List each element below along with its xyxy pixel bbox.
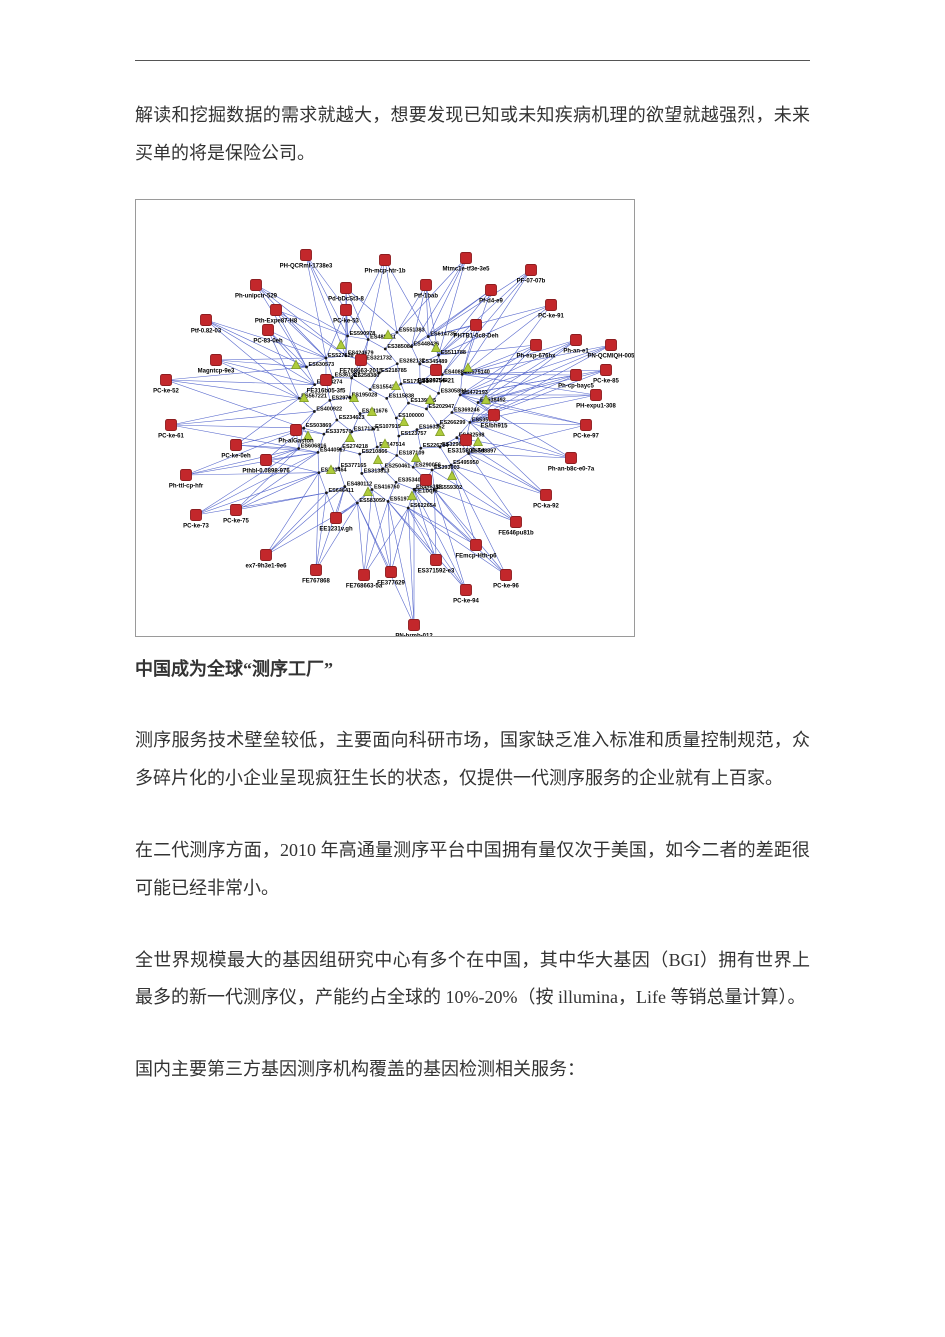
svg-text:PC-ke-97: PC-ke-97 [573,433,599,439]
svg-text:EE1231v.gh: EE1231v.gh [319,526,353,532]
svg-text:FE1bql3: FE1bql3 [414,488,438,494]
svg-text:ES274218: ES274218 [342,444,368,450]
svg-text:ES400922: ES400922 [316,406,342,412]
svg-text:ES559302: ES559302 [436,484,462,490]
network-svg: ES100000ES107919ES115838ES123757ES131676… [136,200,634,636]
svg-text:Ptf-0.82-03: Ptf-0.82-03 [191,328,222,334]
svg-text:PH-expu1-308: PH-expu1-308 [576,403,616,409]
paragraph-2: 在二代测序方面，2010 年高通量测序平台中国拥有量仅次于美国，如今二者的差距很… [135,832,810,908]
paragraph-1: 测序服务技术壁垒较低，主要面向科研市场，国家缺乏准入标准和质量控制规范，众多碎片… [135,722,810,798]
svg-text:ES511788: ES511788 [441,350,466,356]
top-divider [135,60,810,61]
svg-text:ES187109: ES187109 [399,450,425,456]
section-heading: 中国成为全球“测序工厂” [135,651,810,689]
svg-text:ES202947: ES202947 [428,403,454,409]
svg-text:Ph-alGaston: Ph-alGaston [278,438,314,444]
svg-text:PC-ke-0eh: PC-ke-0eh [221,453,251,459]
svg-text:FE377629: FE377629 [377,580,405,586]
svg-text:Ph-an-e1: Ph-an-e1 [563,348,589,354]
svg-text:ES551383: ES551383 [399,327,425,333]
svg-text:Ph-mcp-htr-1b: Ph-mcp-htr-1b [365,268,406,274]
svg-text:Magntcp-9e3: Magntcp-9e3 [198,368,235,374]
svg-text:Ph-cp-bayc5: Ph-cp-bayc5 [558,383,594,389]
svg-text:PC-83-0eh: PC-83-0eh [253,338,283,344]
svg-text:ES266299: ES266299 [440,420,466,426]
svg-text:PC-ka-92: PC-ka-92 [533,503,559,509]
svg-text:PF-07-07b: PF-07-07b [517,278,546,284]
paragraph-4: 国内主要第三方基因测序机构覆盖的基因检测相关服务： [135,1051,810,1089]
svg-text:ES480112: ES480112 [347,481,372,487]
svg-text:PN-QCMIQH-005: PN-QCMIQH-005 [587,353,634,359]
svg-text:PC-ke-94: PC-ke-94 [453,598,479,604]
svg-text:ES315806-7d: ES315806-7d [447,448,484,454]
document-page: 解读和挖掘数据的需求就越大，想要发现已知或未知疾病机理的欲望就越强烈，未来买单的… [0,0,945,1337]
svg-text:Ph-ttl-cp-hfr: Ph-ttl-cp-hfr [169,483,204,489]
network-diagram: ES100000ES107919ES115838ES123757ES131676… [135,199,635,637]
svg-text:ES630573: ES630573 [309,362,335,368]
svg-text:ES646411: ES646411 [328,487,353,493]
svg-text:Mtmc1e-tf3e-3e5: Mtmc1e-tf3e-3e5 [442,266,490,272]
svg-text:FE646pu81b: FE646pu81b [498,530,534,536]
svg-text:ES337570: ES337570 [326,429,352,435]
svg-text:ES495950: ES495950 [453,460,479,466]
svg-text:ES218785: ES218785 [381,368,407,374]
svg-text:PHTB1-0c8-Deh: PHTB1-0c8-Deh [453,333,498,339]
svg-text:ES527626: ES527626 [328,353,354,359]
svg-text:Pth-Expe87-H8: Pth-Expe87-H8 [255,318,298,324]
svg-text:ES100000: ES100000 [398,413,424,419]
svg-text:ES622654: ES622654 [410,503,437,509]
svg-text:FE316b05-3f5: FE316b05-3f5 [307,388,346,394]
svg-text:PC-ke-52: PC-ke-52 [153,388,179,394]
svg-text:ES371592-e3: ES371592-e3 [418,568,455,574]
svg-text:PC-ke-96: PC-ke-96 [493,583,519,589]
svg-text:Ptf-1bab: Ptf-1bab [414,293,438,299]
svg-text:ES472193: ES472193 [462,389,488,395]
svg-text:ES590978: ES590978 [350,331,376,337]
svg-text:ES/bh915: ES/bh915 [480,423,508,429]
svg-text:Pthbl-0.0898-976: Pthbl-0.0898-976 [242,468,290,474]
svg-text:Ph-exp-676hx: Ph-exp-676hx [516,353,556,359]
svg-text:Pd-bDcSt3-8: Pd-bDcSt3-8 [328,296,364,302]
svg-text:ES583059: ES583059 [359,498,385,504]
svg-text:ES234623: ES234623 [339,415,365,421]
svg-text:ES416760: ES416760 [374,484,400,490]
svg-text:ES353408: ES353408 [398,477,424,483]
svg-text:ES189759-21: ES189759-21 [418,378,455,384]
svg-text:ES313813: ES313813 [364,468,390,474]
svg-text:Ph-unipctr-529: Ph-unipctr-529 [235,293,278,299]
svg-text:FEmcp-Hth-p6: FEmcp-Hth-p6 [456,553,498,559]
svg-text:PC-ke-73: PC-ke-73 [183,523,209,529]
svg-text:ex7-9h3e1-9e6: ex7-9h3e1-9e6 [245,563,287,569]
svg-text:Ph-an-b8c-e0-7a: Ph-an-b8c-e0-7a [548,466,595,472]
svg-text:PH-QCRml-1738e3: PH-QCRml-1738e3 [280,263,333,269]
svg-text:FE767868: FE767868 [302,578,330,584]
paragraph-3: 全世界规模最大的基因组研究中心有多个在中国，其中华大基因（BGI）拥有世界上最多… [135,942,810,1018]
svg-text:ES503869: ES503869 [306,423,332,429]
svg-text:PC-ke-61: PC-ke-61 [158,433,184,439]
svg-text:ES385084: ES385084 [387,344,414,350]
svg-text:PC-ke-85: PC-ke-85 [593,378,619,384]
svg-text:PC-ke-53: PC-ke-53 [333,318,359,324]
svg-text:PC-ke-75: PC-ke-75 [223,518,249,524]
svg-text:PC-ke-91: PC-ke-91 [538,313,564,319]
intro-paragraph: 解读和挖掘数据的需求就越大，想要发现已知或未知疾病机理的欲望就越强烈，未来买单的… [135,97,810,173]
svg-text:ES123757: ES123757 [401,431,427,437]
svg-text:ES171271: ES171271 [354,426,380,432]
svg-text:ES614735: ES614735 [430,331,456,337]
svg-text:FE768663-2015: FE768663-2015 [339,368,383,374]
svg-text:ES369246: ES369246 [454,407,480,413]
svg-text:Pf-d4-e9: Pf-d4-e9 [479,298,503,304]
svg-text:PN-hrmb-012: PN-hrmb-012 [395,633,433,636]
